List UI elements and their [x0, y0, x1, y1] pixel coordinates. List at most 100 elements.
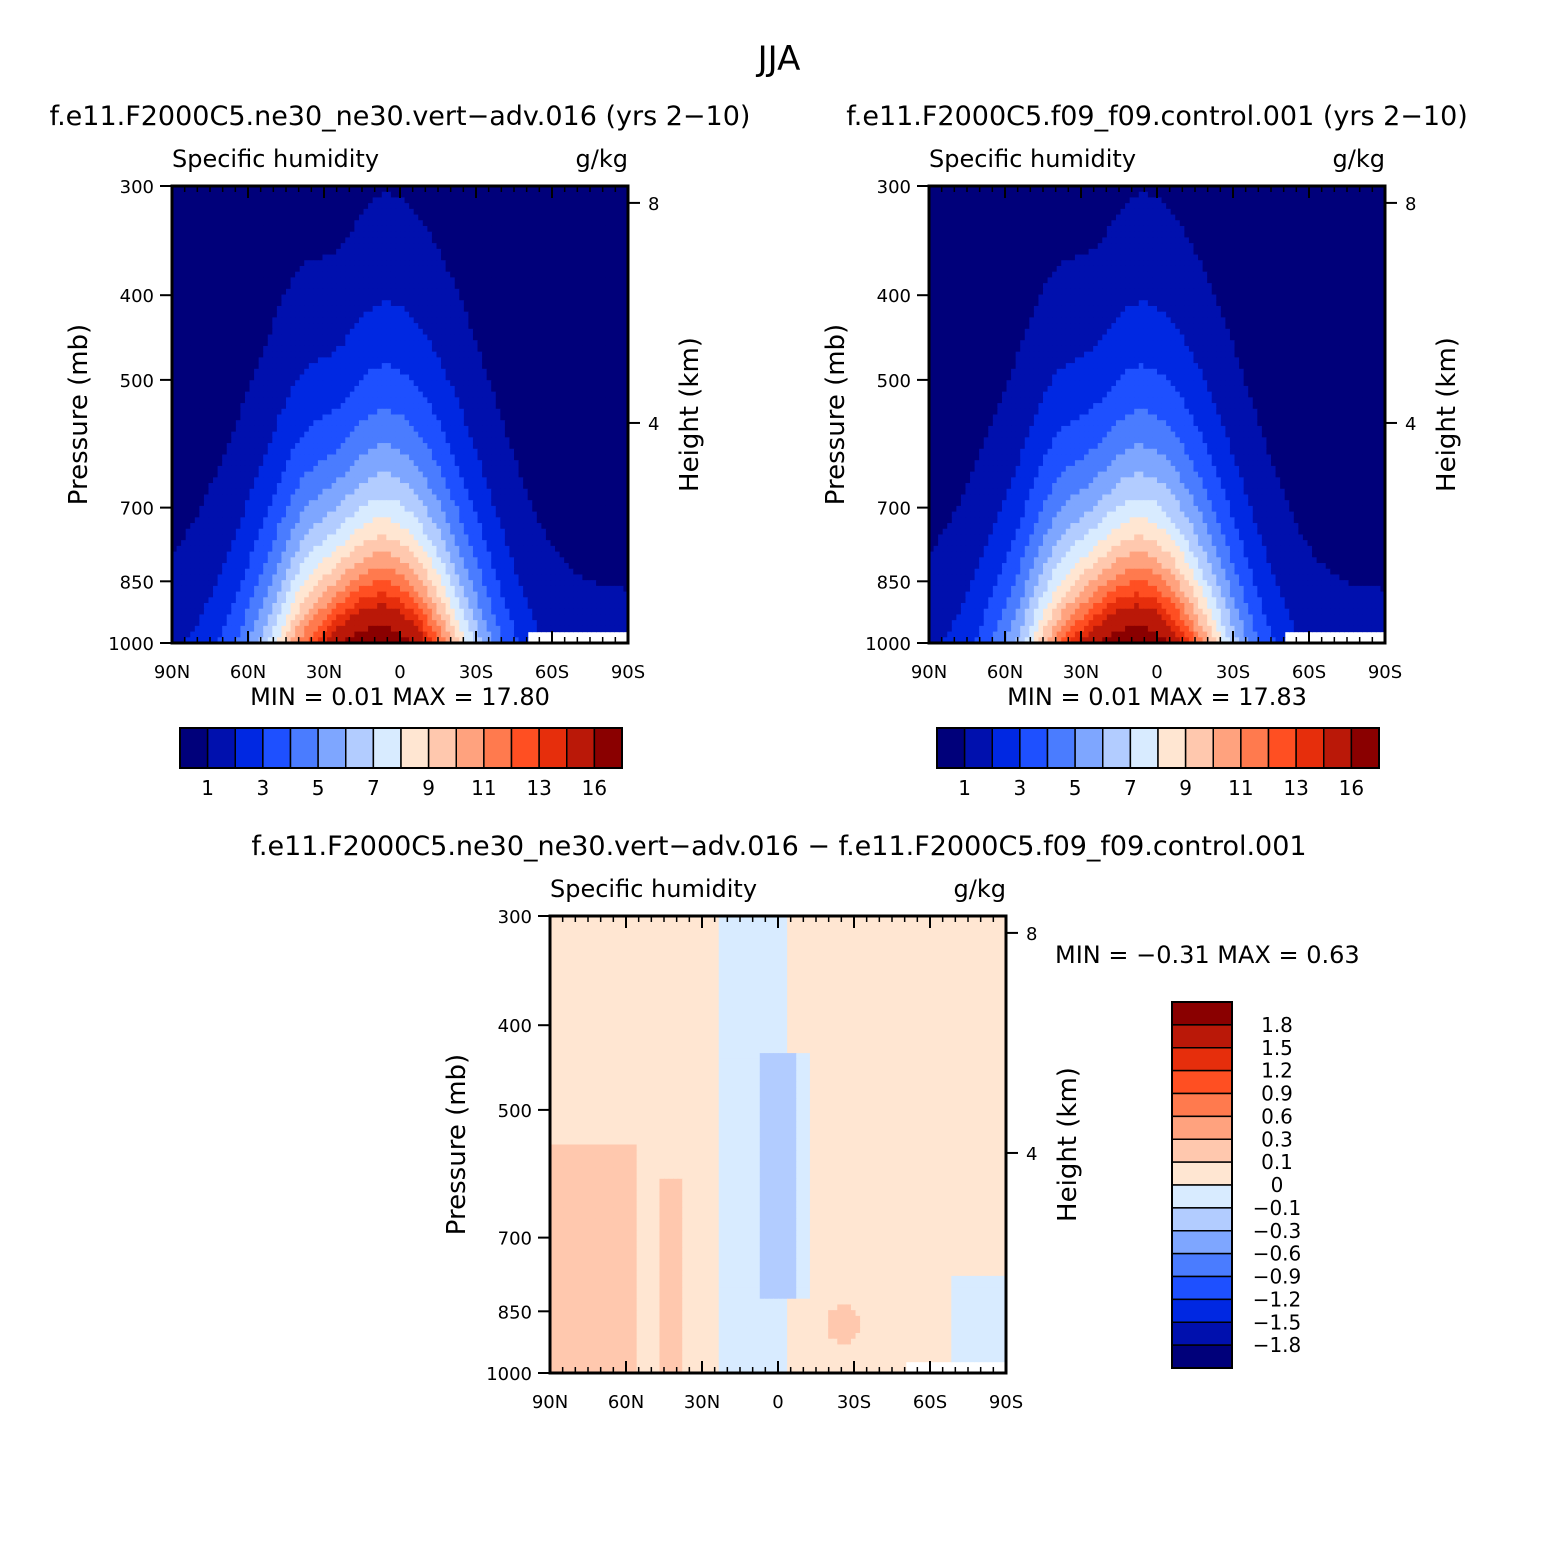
field-cell — [555, 351, 561, 358]
field-cell — [336, 328, 342, 336]
field-cell — [509, 260, 515, 267]
field-cell — [486, 243, 492, 250]
field-cell — [290, 414, 296, 421]
field-cell — [623, 334, 629, 341]
field-cell — [545, 225, 552, 233]
field-cell — [185, 460, 191, 467]
field-cell — [559, 408, 565, 416]
field-cell — [295, 254, 301, 261]
field-cell — [514, 288, 520, 296]
field-cell — [331, 357, 337, 364]
field-cell — [363, 363, 369, 370]
field-cell — [363, 340, 369, 347]
field-cell — [605, 311, 611, 318]
field-cell — [381, 340, 387, 347]
field-cell — [345, 397, 351, 404]
field-cell — [172, 288, 178, 296]
field-cell — [313, 340, 319, 347]
field-cell — [363, 186, 369, 193]
field-cell — [463, 203, 469, 210]
field-cell — [313, 425, 319, 433]
field-cell — [509, 237, 515, 244]
field-cell — [295, 237, 301, 244]
field-cell — [463, 300, 469, 307]
field-cell — [495, 294, 501, 301]
field-cell — [327, 431, 333, 438]
field-cell — [509, 351, 515, 358]
field-cell — [172, 414, 178, 421]
field-cell — [536, 385, 542, 393]
field-cell — [226, 357, 232, 364]
field-cell — [609, 271, 615, 278]
field-cell — [254, 431, 260, 438]
field-cell — [514, 191, 520, 199]
field-cell — [582, 288, 588, 296]
field-cell — [354, 203, 360, 210]
field-cell — [564, 391, 570, 398]
field-cell — [491, 391, 497, 398]
field-cell — [395, 385, 401, 393]
field-cell — [413, 243, 419, 250]
field-cell — [340, 271, 346, 278]
field-cell — [614, 408, 620, 416]
field-cell — [518, 323, 524, 330]
field-cell — [254, 254, 260, 261]
field-cell — [372, 345, 378, 353]
field-cell — [390, 220, 397, 227]
field-cell — [322, 214, 328, 221]
field-cell — [317, 431, 324, 438]
field-cell — [267, 385, 273, 393]
field-cell — [545, 197, 552, 204]
field-cell — [413, 283, 419, 290]
field-cell — [573, 248, 579, 256]
field-cell — [518, 225, 524, 233]
field-cell — [504, 317, 511, 324]
panel-case: f.e11.F2000C5.ne30_ne30.vert−adv.016 (yr… — [50, 101, 751, 800]
field-cell — [267, 186, 273, 193]
field-cell — [409, 397, 415, 404]
field-cell — [222, 283, 228, 290]
field-cell — [349, 460, 355, 467]
field-cell — [413, 454, 419, 461]
field-cell — [555, 425, 561, 433]
field-cell — [450, 454, 456, 461]
field-cell — [217, 311, 223, 318]
field-cell — [368, 437, 374, 444]
field-cell — [354, 305, 360, 313]
field-cell — [400, 465, 406, 473]
field-cell — [322, 420, 328, 427]
field-cell — [185, 363, 191, 370]
field-cell — [181, 265, 187, 273]
field-cell — [472, 225, 479, 233]
field-cell — [272, 208, 278, 216]
field-cell — [258, 385, 264, 393]
field-cell — [368, 363, 374, 370]
field-cell — [482, 317, 488, 324]
field-cell — [600, 225, 606, 233]
field-cell — [459, 460, 465, 467]
field-cell — [317, 231, 324, 239]
field-cell — [422, 300, 428, 307]
field-cell — [532, 203, 538, 210]
field-cell — [331, 380, 337, 387]
field-cell — [226, 454, 232, 461]
field-cell — [249, 311, 255, 318]
field-cell — [272, 431, 278, 438]
field-cell — [194, 203, 200, 210]
field-cell — [541, 425, 547, 433]
field-cell — [504, 197, 511, 204]
field-cell — [345, 277, 351, 284]
field-cell — [427, 385, 433, 393]
field-cell — [299, 460, 305, 467]
field-cell — [504, 323, 511, 330]
field-cell — [286, 460, 292, 467]
field-cell — [409, 305, 415, 313]
field-cell — [263, 294, 269, 301]
field-cell — [222, 391, 228, 398]
field-cell — [263, 288, 269, 296]
field-cell — [190, 254, 196, 261]
field-cell — [313, 380, 319, 387]
field-cell — [482, 254, 488, 261]
field-cell — [345, 260, 351, 267]
field-cell — [354, 454, 360, 461]
